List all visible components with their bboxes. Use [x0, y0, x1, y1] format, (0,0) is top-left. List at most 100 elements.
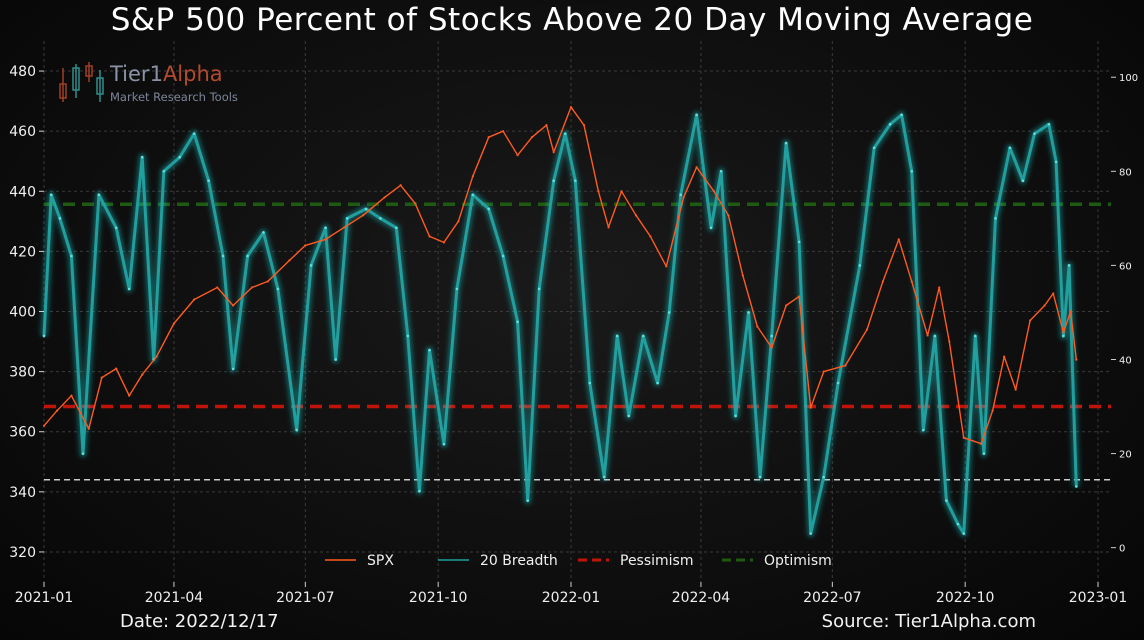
spx-point	[343, 226, 346, 229]
spx-point	[634, 214, 638, 217]
y-right-tick-label: 80	[1119, 167, 1132, 178]
spx-point	[665, 265, 668, 268]
spx-point	[55, 409, 59, 412]
x-tick-label: 2022-01	[542, 590, 601, 606]
spx-point	[897, 238, 900, 241]
x-tick-label: 2023-01	[1069, 590, 1128, 606]
logo-tagline: Market Research Tools	[110, 90, 238, 104]
spx-point	[128, 394, 131, 397]
spx-point	[216, 286, 219, 289]
footer-source: Source: Tier1Alpha.com	[821, 611, 1036, 632]
breadth-point	[994, 217, 997, 220]
breadth-point	[615, 334, 619, 338]
breadth-point	[758, 475, 762, 479]
y-left-tick-label: 480	[9, 64, 36, 80]
breadth-point	[734, 414, 737, 418]
spx-point	[597, 190, 600, 193]
spx-point	[620, 190, 623, 193]
spx-point	[442, 241, 446, 244]
breadth-point	[471, 193, 475, 197]
spx-point	[741, 274, 744, 277]
x-tick-label: 2021-01	[15, 590, 74, 606]
spx-point	[962, 436, 965, 439]
spx-point	[822, 370, 825, 373]
breadth-point	[324, 226, 327, 230]
spx-point	[232, 304, 235, 307]
spx-point	[938, 286, 941, 289]
breadth-point	[364, 207, 368, 211]
breadth-point	[552, 179, 555, 183]
spx-point	[695, 166, 698, 169]
breadth-point	[207, 179, 210, 183]
breadth-point	[667, 311, 671, 314]
spx-point	[545, 124, 548, 127]
spx-point	[383, 196, 386, 199]
y-left-tick-label: 340	[9, 485, 36, 501]
spx-point	[582, 124, 586, 127]
breadth-point	[487, 207, 491, 211]
spx-point	[428, 235, 431, 238]
breadth-point	[345, 217, 349, 220]
spx-point	[865, 328, 869, 331]
breadth-point	[641, 334, 645, 338]
breadth-point	[1075, 485, 1078, 488]
y-left-tick-label: 440	[9, 184, 36, 200]
breadth-point	[809, 532, 812, 535]
spx-point	[487, 136, 490, 139]
breadth-point	[516, 320, 519, 324]
spx-point	[1075, 358, 1078, 361]
breadth-point	[231, 367, 235, 371]
spx-point	[756, 325, 759, 328]
breadth-point	[858, 264, 862, 267]
breadth-point	[910, 170, 914, 173]
spx-point	[910, 280, 913, 283]
spx-point	[649, 235, 652, 238]
spx-point	[304, 244, 307, 247]
spx-point	[70, 394, 73, 397]
breadth-point	[309, 264, 313, 267]
spx-point	[172, 322, 176, 325]
breadth-point	[588, 381, 592, 385]
breadth-point	[127, 287, 131, 291]
spx-point	[712, 190, 716, 193]
breadth-point	[58, 217, 62, 220]
breadth-point	[42, 334, 46, 338]
breadth-point	[81, 452, 85, 455]
spx-point	[1014, 388, 1017, 391]
spx-point	[516, 154, 519, 157]
breadth-point	[501, 254, 505, 258]
spx-point	[530, 136, 534, 139]
spx-point	[682, 196, 685, 199]
spx-point	[770, 346, 773, 349]
breadth-point	[1008, 146, 1012, 150]
spx-point	[926, 334, 929, 337]
breadth-point	[922, 428, 925, 432]
y-left-tick-label: 460	[9, 124, 36, 140]
y-left-tick-label: 380	[9, 365, 36, 381]
breadth-point	[1067, 264, 1071, 267]
x-tick-label: 2022-04	[672, 590, 731, 606]
spx-point	[100, 376, 103, 379]
logo-name-alpha: Alpha	[162, 62, 223, 86]
spx-point	[1062, 331, 1065, 334]
breadth-point	[719, 170, 723, 173]
breadth-point	[602, 475, 606, 479]
breadth-point	[97, 193, 101, 197]
spx-point	[569, 106, 573, 109]
spx-point	[141, 373, 144, 376]
spx-point	[457, 220, 460, 223]
breadth-point	[900, 113, 903, 117]
spx-point	[399, 184, 402, 187]
spx-point	[785, 304, 788, 307]
spx-point	[87, 427, 90, 430]
breadth-point	[679, 193, 683, 197]
spx-point	[266, 280, 269, 283]
spx-point	[250, 286, 254, 289]
breadth-point	[394, 226, 398, 230]
breadth-point	[962, 532, 966, 535]
spx-point	[809, 406, 812, 409]
x-tick-label: 2022-10	[936, 590, 995, 606]
breadth-point	[140, 155, 144, 159]
spx-point	[193, 298, 196, 301]
